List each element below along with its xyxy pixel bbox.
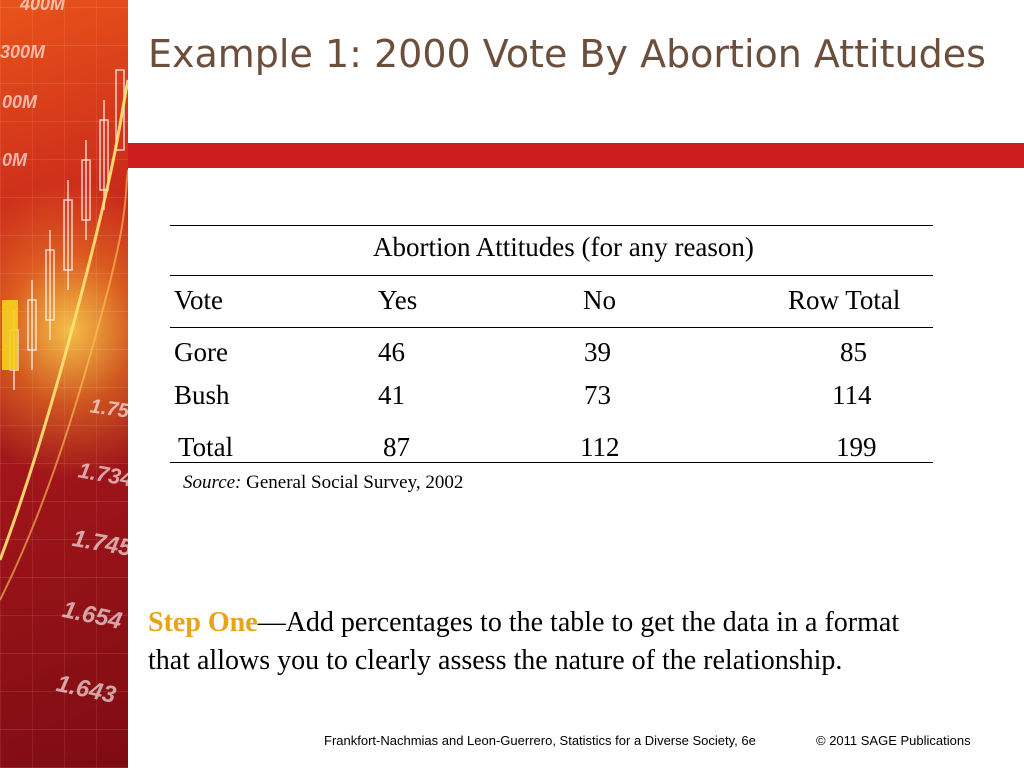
table-group-header: Abortion Attitudes (for any reason) — [373, 232, 754, 262]
total-no: 112 — [580, 432, 620, 462]
row-label: Bush — [174, 380, 230, 410]
cell-row-total: 114 — [832, 380, 872, 410]
footer-copyright: © 2011 SAGE Publications — [816, 733, 971, 748]
cell-row-total: 85 — [840, 337, 867, 367]
table-bottom-rule — [170, 462, 933, 463]
source-text: General Social Survey, 2002 — [246, 472, 464, 493]
step-one-highlight: Step One — [148, 607, 258, 638]
cell-no: 73 — [584, 380, 611, 410]
art-number-label: 00M — [2, 92, 38, 112]
grand-total: 199 — [836, 432, 877, 462]
column-header-yes: Yes — [378, 285, 418, 315]
total-row-label: Total — [178, 432, 234, 462]
art-number-label: 300M — [0, 42, 46, 62]
column-header-no: No — [583, 285, 616, 315]
table-body-rule — [170, 327, 933, 328]
decorative-stock-chart-image: 400M 300M 00M 0M 1.75 1.734 1.745 1.654 … — [0, 0, 128, 768]
slide-title: Example 1: 2000 Vote By Abortion Attitud… — [148, 32, 986, 76]
step-one-paragraph: Step One—Add percentages to the table to… — [148, 604, 948, 680]
table-header-rule — [170, 275, 933, 276]
cell-yes: 41 — [378, 380, 405, 410]
title-accent-bar — [128, 143, 1024, 168]
column-header-vote: Vote — [174, 285, 224, 315]
step-one-text: —Add percentages to the table to get the… — [148, 607, 900, 676]
art-number-label: 0M — [2, 150, 28, 170]
source-label: Source: — [183, 472, 242, 493]
art-number-label: 400M — [20, 0, 66, 14]
cell-yes: 46 — [378, 337, 405, 367]
table-top-rule — [170, 225, 933, 226]
row-label: Gore — [174, 337, 228, 367]
column-header-row-total: Row Total — [788, 285, 901, 315]
footer-citation: Frankfort-Nachmias and Leon-Guerrero, St… — [324, 733, 756, 748]
cell-no: 39 — [584, 337, 611, 367]
table-source-note: Source: General Social Survey, 2002 — [183, 472, 463, 494]
total-yes: 87 — [383, 432, 410, 462]
